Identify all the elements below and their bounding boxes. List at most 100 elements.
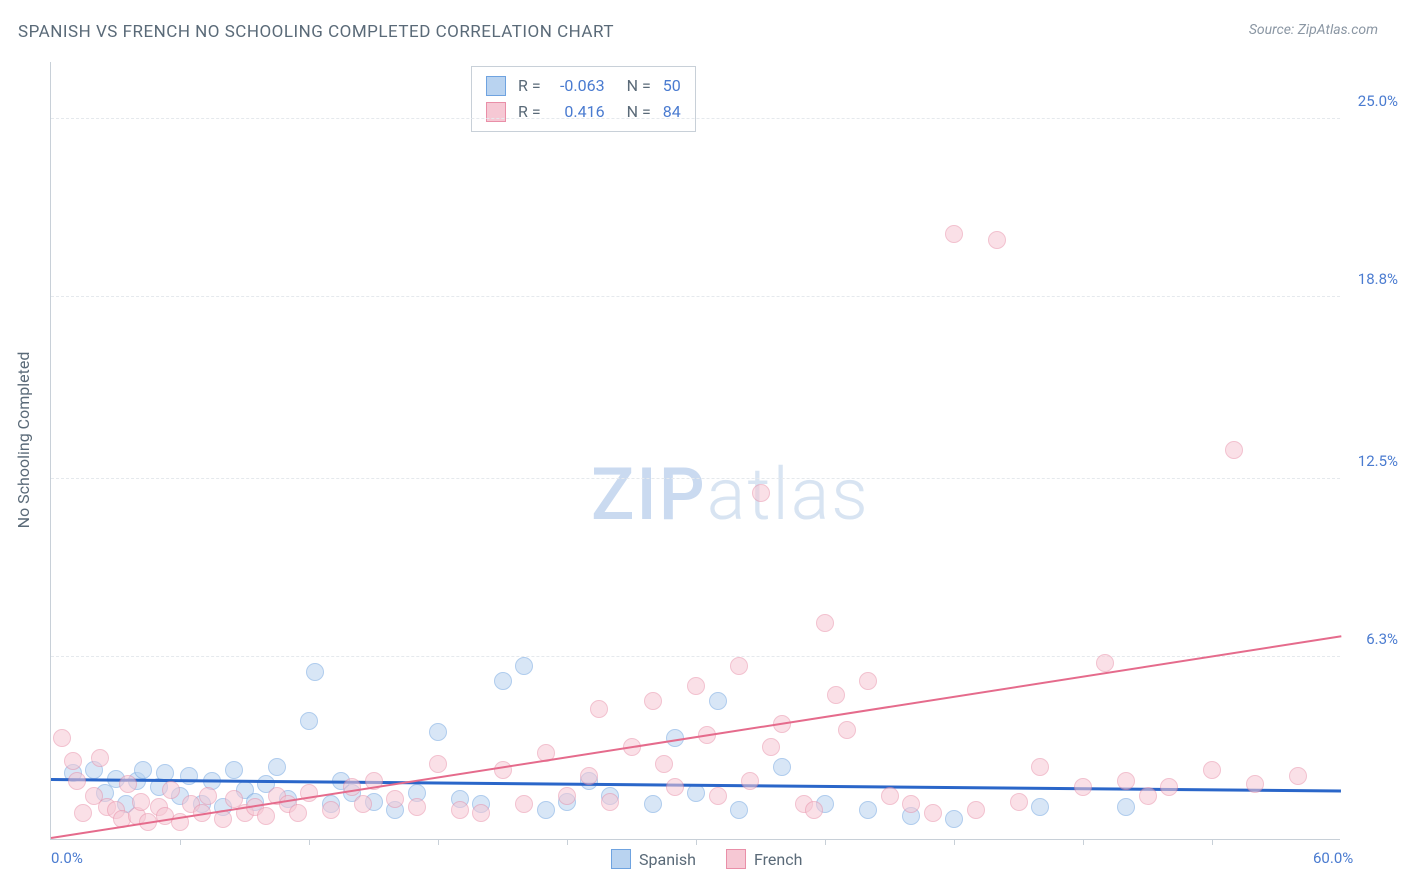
- data-point: [1117, 772, 1135, 790]
- data-point: [1074, 778, 1092, 796]
- data-point: [1246, 775, 1264, 793]
- data-point: [730, 801, 748, 819]
- gridline: [51, 478, 1340, 479]
- data-point: [64, 752, 82, 770]
- x-tick: [1083, 839, 1084, 845]
- y-tick-label: 12.5%: [1358, 452, 1398, 470]
- data-point: [1117, 798, 1135, 816]
- data-point: [119, 775, 137, 793]
- data-point: [300, 712, 318, 730]
- data-point: [132, 793, 150, 811]
- data-point: [494, 672, 512, 690]
- gridline: [51, 296, 1340, 297]
- legend-correlation-row: R =-0.063N =50: [486, 73, 681, 99]
- r-value: 0.416: [549, 99, 605, 125]
- legend-swatch: [726, 849, 746, 869]
- chart-title: SPANISH VS FRENCH NO SCHOOLING COMPLETED…: [18, 22, 614, 42]
- data-point: [924, 804, 942, 822]
- data-point: [429, 723, 447, 741]
- data-point: [558, 787, 576, 805]
- gridline: [51, 118, 1340, 119]
- plot-area: ZIPatlas R =-0.063N =50R =0.416N =84 Spa…: [50, 62, 1340, 840]
- data-point: [451, 801, 469, 819]
- r-label: R =: [518, 73, 541, 99]
- legend-series-item: French: [726, 849, 802, 869]
- data-point: [816, 614, 834, 632]
- x-tick: [954, 839, 955, 845]
- source-name: ZipAtlas.com: [1298, 22, 1378, 38]
- data-point: [655, 755, 673, 773]
- data-point: [859, 672, 877, 690]
- data-point: [590, 700, 608, 718]
- data-point: [762, 738, 780, 756]
- data-point: [537, 801, 555, 819]
- data-point: [322, 801, 340, 819]
- data-point: [1160, 778, 1178, 796]
- x-tick: [567, 839, 568, 845]
- data-point: [1010, 793, 1028, 811]
- data-point: [1031, 758, 1049, 776]
- x-tick-label: 0.0%: [51, 849, 83, 867]
- data-point: [773, 758, 791, 776]
- data-point: [687, 677, 705, 695]
- data-point: [386, 790, 404, 808]
- data-point: [199, 787, 217, 805]
- data-point: [289, 804, 307, 822]
- y-tick-label: 6.3%: [1366, 630, 1398, 648]
- data-point: [967, 801, 985, 819]
- data-point: [945, 810, 963, 828]
- x-tick: [438, 839, 439, 845]
- data-point: [408, 798, 426, 816]
- gridline: [51, 656, 1340, 657]
- data-point: [838, 721, 856, 739]
- source-prefix: Source:: [1249, 22, 1298, 38]
- data-point: [68, 772, 86, 790]
- data-point: [91, 749, 109, 767]
- data-point: [709, 692, 727, 710]
- n-value: 84: [663, 99, 681, 125]
- data-point: [741, 772, 759, 790]
- watermark-bold: ZIP: [591, 452, 707, 537]
- data-point: [644, 795, 662, 813]
- x-tick-label: 60.0%: [1313, 849, 1353, 867]
- x-tick: [180, 839, 181, 845]
- legend-correlation-row: R =0.416N =84: [486, 99, 681, 125]
- data-point: [644, 692, 662, 710]
- r-label: R =: [518, 99, 541, 125]
- trend-line: [51, 635, 1341, 839]
- watermark: ZIPatlas: [591, 452, 870, 537]
- data-point: [134, 761, 152, 779]
- legend-series-label: Spanish: [639, 850, 696, 869]
- data-point: [1203, 761, 1221, 779]
- data-point: [74, 804, 92, 822]
- data-point: [306, 663, 324, 681]
- legend-correlation: R =-0.063N =50R =0.416N =84: [471, 66, 696, 132]
- data-point: [53, 729, 71, 747]
- data-point: [429, 755, 447, 773]
- y-axis-label: No Schooling Completed: [14, 352, 33, 529]
- legend-swatch: [486, 76, 506, 96]
- data-point: [472, 804, 490, 822]
- x-tick: [696, 839, 697, 845]
- source-attribution: Source: ZipAtlas.com: [1249, 22, 1378, 38]
- legend-swatch: [486, 102, 506, 122]
- x-tick: [1212, 839, 1213, 845]
- data-point: [666, 778, 684, 796]
- n-value: 50: [663, 73, 681, 99]
- data-point: [709, 787, 727, 805]
- data-point: [494, 761, 512, 779]
- data-point: [1096, 654, 1114, 672]
- data-point: [1225, 441, 1243, 459]
- data-point: [268, 758, 286, 776]
- x-tick: [309, 839, 310, 845]
- data-point: [162, 781, 180, 799]
- data-point: [354, 795, 372, 813]
- data-point: [988, 231, 1006, 249]
- x-tick: [825, 839, 826, 845]
- r-value: -0.063: [549, 73, 605, 99]
- data-point: [902, 795, 920, 813]
- data-point: [730, 657, 748, 675]
- data-point: [859, 801, 877, 819]
- y-tick-label: 25.0%: [1358, 92, 1398, 110]
- data-point: [515, 657, 533, 675]
